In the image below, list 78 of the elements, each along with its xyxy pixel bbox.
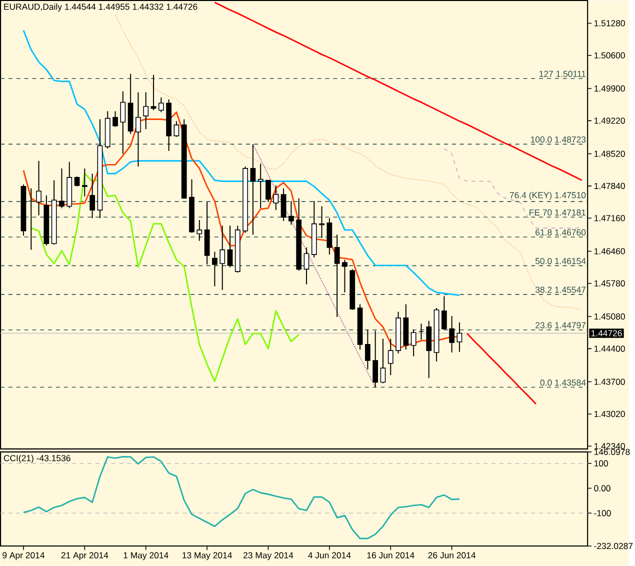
ref-line-label: 50.0 1.46154 [535, 258, 586, 264]
candlestick [227, 225, 233, 268]
candlestick [258, 163, 264, 209]
ref-line-label: FE 70 1.47181 [530, 209, 586, 216]
x-tick-label: 21 Apr 2014 [61, 552, 108, 560]
ref-line-label: 23.6 1.44797 [536, 322, 586, 328]
ref-line-label: 100.0 1.48723 [530, 136, 586, 143]
x-tick-label: 9 Apr 2014 [2, 552, 45, 560]
candlestick [304, 247, 310, 285]
ref-line-label: 61.8 1.46760 [536, 229, 586, 236]
y-tick-label: 146.0978 [594, 448, 630, 456]
candlestick [143, 92, 149, 130]
candlestick [74, 176, 80, 188]
candlestick [266, 180, 271, 203]
y-tick-label: 1.51280 [594, 20, 625, 26]
candlestick [364, 329, 370, 370]
candlestick [441, 296, 447, 330]
candlestick [372, 330, 378, 388]
ref-line-label: 0.0 1.43584 [540, 380, 586, 386]
candlestick [174, 120, 180, 138]
x-tick-label: 1 May 2014 [124, 552, 168, 560]
y-tick-label: 1.50600 [594, 52, 625, 59]
candlestick [120, 90, 126, 154]
line-series [30, 173, 300, 382]
candlestick [426, 320, 432, 379]
ref-line-label: 38.2 1.45547 [535, 286, 586, 293]
candlestick [280, 188, 286, 222]
candlestick [36, 160, 42, 216]
y-tick-label: 1.46460 [594, 248, 625, 254]
candlestick [273, 185, 279, 211]
y-tick-label: -232.0287 [594, 543, 633, 550]
x-tick-label: 13 May 2014 [182, 552, 232, 560]
y-tick-label: 1.43020 [594, 410, 625, 418]
candlestick [449, 316, 455, 354]
candlestick [59, 168, 64, 209]
x-tick-label: 23 May 2014 [243, 552, 294, 560]
y-tick-label: 1.49220 [594, 118, 625, 124]
candlestick [250, 144, 256, 236]
candlestick [388, 338, 394, 376]
candlestick [288, 200, 294, 226]
y-tick-label: 0.00 [594, 485, 610, 492]
chart-title: CCI(21) -43.1536 [4, 454, 70, 464]
ref-line-label: 1.44726 [591, 330, 622, 336]
candlestick [342, 259, 348, 293]
y-tick-label: 1.42340 [594, 443, 625, 450]
chart-title: EURAUD,Daily 1.44544 1.44955 1.44332 1.44726 [4, 4, 198, 12]
y-tick-label: 1.47160 [594, 215, 625, 222]
candlestick [90, 173, 96, 219]
candlestick [150, 74, 156, 111]
line-series [466, 332, 537, 405]
candlestick [380, 338, 386, 384]
y-tick-label: 1.43700 [594, 378, 625, 385]
y-tick-label: 1.45780 [594, 280, 625, 287]
y-tick-label: 1.44400 [594, 346, 625, 352]
x-tick-label: 16 Jun 2014 [367, 552, 414, 558]
y-tick-label: 1.49900 [594, 86, 625, 92]
ref-line-label: 127 1.50111 [540, 70, 586, 78]
candlestick [418, 323, 424, 340]
candlestick [410, 329, 416, 357]
candlestick [196, 220, 202, 242]
ref-line-label: 76.4 (KEY) 1.47510 [510, 192, 586, 200]
y-tick-label: 100 [594, 460, 608, 467]
y-tick-label: -100 [594, 510, 611, 516]
candlestick [136, 92, 141, 168]
candlestick [220, 225, 226, 291]
y-tick-label: 1.45080 [594, 314, 625, 320]
candlestick [456, 322, 462, 352]
candlestick [212, 251, 218, 287]
candlestick [28, 188, 34, 250]
candlestick [158, 97, 164, 113]
x-tick-label: 26 Jun 2014 [428, 552, 476, 558]
candlestick [112, 110, 118, 128]
x-tick-label: 4 Jun 2014 [308, 552, 351, 558]
candlestick [319, 206, 324, 239]
y-tick-label: 1.48520 [594, 150, 625, 157]
candlestick [82, 168, 88, 197]
candlestick [334, 234, 340, 318]
y-tick-label: 1.47840 [594, 182, 625, 190]
